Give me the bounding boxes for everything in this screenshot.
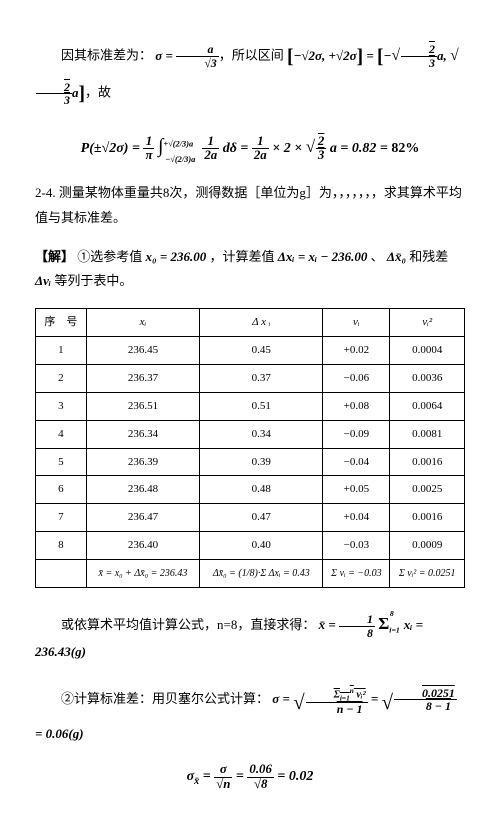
col-xi: xᵢ: [86, 309, 199, 337]
table-cell: +0.02: [323, 336, 390, 364]
table-cell: 0.48: [200, 476, 323, 504]
summary-xbar: x̄ = x₀ + Δx̄₀ = 236.43: [86, 560, 199, 588]
col-dxi: Δ x ᵢ: [200, 309, 323, 337]
x0-value: x₀ = 236.00: [146, 249, 207, 264]
text: ②计算标准差：用贝塞尔公式计算：: [61, 691, 269, 706]
table-row: 7236.470.47+0.040.0016: [36, 504, 465, 532]
table-cell: −0.06: [323, 364, 390, 392]
text: 因其标准差为：: [61, 48, 152, 63]
result: = 0.06(g): [35, 726, 84, 741]
table-summary-row: x̄ = x₀ + Δx̄₀ = 236.43 Δx̄₀ = (1/8)·Σ Δ…: [36, 560, 465, 588]
text: ①选参考值: [77, 249, 145, 264]
table-cell: 1: [36, 336, 87, 364]
table-row: 4236.340.34−0.090.0081: [36, 420, 465, 448]
table-row: 6236.480.48+0.050.0025: [36, 476, 465, 504]
line-stddev-intro: 因其标准差为： σ = a√3，所以区间 [−√2σ, +√2σ] = [−√2…: [35, 38, 465, 112]
table-row: 8236.400.40−0.030.0009: [36, 532, 465, 560]
result: = 0.02: [277, 769, 313, 784]
table-cell: 236.37: [86, 364, 199, 392]
solution-step-1: 【解】 ①选参考值 x₀ = 236.00 ，计算差值 Δxᵢ = xᵢ − 2…: [35, 245, 465, 294]
table-cell: 7: [36, 504, 87, 532]
problem-statement: 2-4. 测量某物体重量共8次，测得数据［单位为g］为，，，，，，，求其算术平均…: [35, 181, 465, 230]
table-cell: 236.45: [86, 336, 199, 364]
text: ，故: [85, 85, 111, 100]
col-vi: vᵢ: [323, 309, 390, 337]
problem-text: 测量某物体重量共8次，测得数据［单位为g］为，，，，，，，求其算术平均值与其标准…: [35, 185, 462, 225]
summary-sumv2: Σ vᵢ² = 0.0251: [390, 560, 465, 588]
step-3-sigma-mean: σx̄ = σ√n = 0.06√8 = 0.02: [35, 763, 465, 791]
text: ，计算差值: [209, 249, 277, 264]
table-cell: 236.34: [86, 420, 199, 448]
step-alternative: 或依算术平均值计算公式，n=8，直接求得： x̄ = 18 Σi=18xᵢ = …: [35, 608, 465, 665]
table-cell: 0.37: [200, 364, 323, 392]
data-table: 序 号 xᵢ Δ x ᵢ vᵢ vᵢ² 1236.450.45+0.020.00…: [35, 308, 465, 588]
table-cell: −0.03: [323, 532, 390, 560]
table-cell: 3: [36, 392, 87, 420]
table-row: 1236.450.45+0.020.0004: [36, 336, 465, 364]
table-cell: 236.39: [86, 448, 199, 476]
table-cell: 236.47: [86, 504, 199, 532]
table-cell: 2: [36, 364, 87, 392]
table-row: 3236.510.51+0.080.0064: [36, 392, 465, 420]
table-row: 5236.390.39−0.040.0016: [36, 448, 465, 476]
table-cell: 0.47: [200, 504, 323, 532]
table-cell: 0.39: [200, 448, 323, 476]
step-2-stddev: ②计算标准差：用贝塞尔公式计算： σ = √Σi=1n vᵢ²n − 1 = √…: [35, 683, 465, 747]
table-cell: +0.05: [323, 476, 390, 504]
text: ，所以区间: [219, 48, 284, 63]
table-cell: 0.51: [200, 392, 323, 420]
table-cell: +0.08: [323, 392, 390, 420]
table-cell: −0.09: [323, 420, 390, 448]
table-cell: 0.0081: [390, 420, 465, 448]
table-cell: 0.40: [200, 532, 323, 560]
table-cell: 0.0025: [390, 476, 465, 504]
table-cell: 0.0016: [390, 448, 465, 476]
table-cell: 5: [36, 448, 87, 476]
dx-formula: Δxᵢ = xᵢ − 236.00: [278, 249, 368, 264]
table-cell: 236.51: [86, 392, 199, 420]
table-cell: −0.04: [323, 448, 390, 476]
table-cell: 0.0016: [390, 504, 465, 532]
table-cell: 0.0036: [390, 364, 465, 392]
table-cell: 4: [36, 420, 87, 448]
table-cell: 0.0004: [390, 336, 465, 364]
formula-probability: P(±√2σ) = 1π ∫+√(2/3)a−√(2/3)a 12a dδ = …: [35, 128, 465, 165]
formula-sigma: σ = a√3: [155, 48, 218, 63]
table-cell: 0.0009: [390, 532, 465, 560]
dv-symbol: Δvᵢ: [35, 273, 51, 288]
table-cell: 0.0064: [390, 392, 465, 420]
table-header-row: 序 号 xᵢ Δ x ᵢ vᵢ vᵢ²: [36, 309, 465, 337]
col-index: 序 号: [36, 309, 87, 337]
table-cell: 236.48: [86, 476, 199, 504]
summary-sumv: Σ vᵢ = −0.03: [323, 560, 390, 588]
table-cell: 0.34: [200, 420, 323, 448]
table-cell: +0.04: [323, 504, 390, 532]
table-cell: 8: [36, 532, 87, 560]
text: 、: [371, 249, 384, 264]
dx0-symbol: Δx̄₀: [387, 249, 406, 264]
col-vi2: vᵢ²: [390, 309, 465, 337]
text: 等列于表中。: [54, 273, 132, 288]
table-cell: 0.45: [200, 336, 323, 364]
problem-number: 2-4.: [35, 185, 56, 200]
text: 和残差: [409, 249, 448, 264]
summary-blank: [36, 560, 87, 588]
table-row: 2236.370.37−0.060.0036: [36, 364, 465, 392]
text: 或依算术平均值计算公式，n=8，直接求得：: [61, 617, 315, 632]
table-cell: 236.40: [86, 532, 199, 560]
summary-dx0: Δx̄₀ = (1/8)·Σ Δxᵢ = 0.43: [200, 560, 323, 588]
solution-label: 【解】: [35, 249, 74, 264]
table-cell: 6: [36, 476, 87, 504]
